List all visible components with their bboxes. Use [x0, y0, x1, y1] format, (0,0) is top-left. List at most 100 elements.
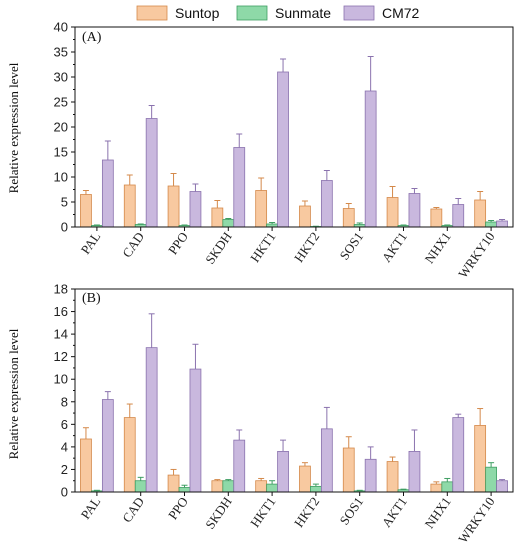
- panel-a-bars: [80, 56, 508, 228]
- bar-cm72-hkt1: [277, 71, 289, 228]
- panel-a: Relative expression level (A) 0 5 10 15 20 25…: [6, 20, 514, 281]
- bar-suntop-hkt1: [255, 480, 268, 493]
- panel-b-y-axis-label: Relative expression level: [6, 328, 21, 459]
- x-tick-label-hkt2: HKT2: [291, 494, 322, 530]
- y-tick-label: 2: [61, 462, 68, 477]
- bar-cm72-akt1: [408, 193, 421, 228]
- bar-sunmate-hkt2: [310, 485, 322, 493]
- y-tick-label: 16: [54, 304, 68, 319]
- x-tick-label-akt1: AKT1: [379, 229, 410, 265]
- x-tick-label-cad: CAD: [119, 229, 147, 260]
- x-tick-label-nhx1: NHX1: [422, 229, 454, 266]
- bar-cm72-wrky10: [496, 220, 508, 228]
- x-tick-label-hkt1: HKT1: [247, 494, 278, 530]
- bar-suntop-nhx1: [430, 208, 443, 228]
- x-tick-label-nhx1: NHX1: [422, 494, 454, 531]
- bar-suntop-hkt2: [299, 205, 311, 228]
- bar-sunmate-ppo: [178, 487, 191, 493]
- bar-cm72-sos1: [364, 458, 377, 493]
- legend-label-sunmate: Sunmate: [275, 5, 331, 21]
- panel-a-plot-frame: [74, 26, 514, 228]
- panel-b: Relative expression level (B) 0 2 4 6 8 10 12 1…: [6, 282, 514, 546]
- x-tick-label-sos1: SOS1: [336, 229, 366, 262]
- x-tick-label-skdh: SKDH: [202, 229, 235, 267]
- panel-a-y-axis-label: Relative expression level: [6, 62, 21, 193]
- bar-sunmate-hkt1: [266, 483, 278, 493]
- bar-sunmate-wrky10: [485, 221, 497, 228]
- bar-cm72-pal: [101, 159, 114, 228]
- y-tick-label: 10: [54, 372, 68, 387]
- bar-suntop-skdh: [211, 207, 224, 228]
- bar-suntop-sos1: [342, 447, 355, 493]
- legend-label-cm72: CM72: [382, 5, 420, 21]
- x-tick-label-wrky10: WRKY10: [455, 229, 498, 281]
- legend-swatch-suntop: [136, 5, 168, 21]
- y-tick-label: 6: [61, 417, 68, 432]
- bar-cm72-cad: [145, 118, 158, 228]
- x-tick-label-hkt2: HKT2: [291, 229, 322, 265]
- x-tick-label-pal: PAL: [78, 494, 104, 522]
- y-tick-label: 20: [54, 120, 68, 135]
- y-tick-label: 10: [54, 170, 68, 185]
- panel-b-plot-frame: [74, 288, 514, 493]
- panel-a-y-ticks: 0 5 10 15 20 25 30 35 40: [54, 20, 75, 235]
- bar-suntop-hkt1: [255, 190, 268, 228]
- legend-swatch-cm72: [343, 5, 375, 21]
- x-tick-label-skdh: SKDH: [202, 494, 235, 532]
- bar-suntop-sos1: [342, 208, 355, 228]
- legend: Suntop Sunmate CM72: [136, 5, 420, 21]
- y-tick-label: 8: [61, 394, 68, 409]
- bar-suntop-ppo: [167, 185, 180, 228]
- legend-item-suntop: Suntop: [136, 5, 220, 21]
- bar-cm72-akt1: [408, 450, 421, 493]
- x-tick-label-akt1: AKT1: [379, 494, 410, 530]
- y-tick-label: 0: [61, 485, 68, 500]
- bar-sunmate-skdh: [222, 219, 235, 228]
- bar-suntop-akt1: [386, 461, 399, 493]
- bar-suntop-ppo: [167, 474, 180, 493]
- y-tick-label: 35: [54, 45, 68, 60]
- bar-sunmate-cad: [134, 480, 147, 493]
- bar-cm72-skdh: [233, 439, 246, 493]
- bar-sunmate-skdh: [222, 480, 235, 493]
- x-tick-label-cad: CAD: [119, 494, 147, 525]
- legend-label-suntop: Suntop: [175, 5, 220, 21]
- x-tick-label-ppo: PPO: [165, 229, 191, 257]
- y-tick-label: 4: [61, 439, 68, 454]
- y-tick-label: 25: [54, 95, 68, 110]
- bar-cm72-hkt2: [320, 180, 333, 228]
- x-tick-label-ppo: PPO: [165, 494, 191, 522]
- bar-cm72-nhx1: [452, 204, 465, 228]
- bar-suntop-hkt2: [299, 465, 311, 493]
- y-tick-label: 15: [54, 145, 68, 160]
- bar-cm72-ppo: [189, 191, 202, 228]
- bar-cm72-hkt1: [277, 450, 289, 493]
- y-tick-label: 18: [54, 282, 68, 297]
- legend-item-cm72: CM72: [343, 5, 420, 21]
- panel-b-bars: [80, 313, 508, 493]
- bar-suntop-pal: [80, 438, 92, 493]
- x-tick-label-wrky10: WRKY10: [455, 494, 498, 546]
- bar-cm72-skdh: [233, 147, 246, 228]
- bar-cm72-wrky10: [496, 480, 508, 493]
- bar-suntop-pal: [80, 194, 92, 228]
- legend-swatch-sunmate: [236, 5, 268, 21]
- panel-b-y-ticks: 0 2 4 6 8 10 12 14 16 18: [54, 282, 75, 500]
- bar-sunmate-wrky10: [485, 466, 497, 493]
- bar-suntop-akt1: [386, 197, 399, 228]
- bar-cm72-hkt2: [320, 428, 333, 493]
- bar-cm72-cad: [145, 347, 158, 493]
- panel-b-label: (B): [82, 291, 101, 306]
- bar-suntop-wrky10: [474, 425, 487, 493]
- legend-item-sunmate: Sunmate: [236, 5, 331, 21]
- y-tick-label: 30: [54, 70, 68, 85]
- x-tick-label-sos1: SOS1: [336, 494, 366, 527]
- y-tick-label: 12: [54, 349, 68, 364]
- bar-suntop-nhx1: [430, 483, 443, 493]
- panel-a-x-tick-labels: PAL CAD PPO SKDH HKT1 HKT2 SOS1 AKT1 NHX1 WRKY10: [78, 227, 498, 281]
- x-tick-label-pal: PAL: [78, 229, 104, 257]
- bar-cm72-ppo: [189, 368, 202, 493]
- y-tick-label: 0: [61, 220, 68, 235]
- bar-suntop-cad: [123, 417, 136, 493]
